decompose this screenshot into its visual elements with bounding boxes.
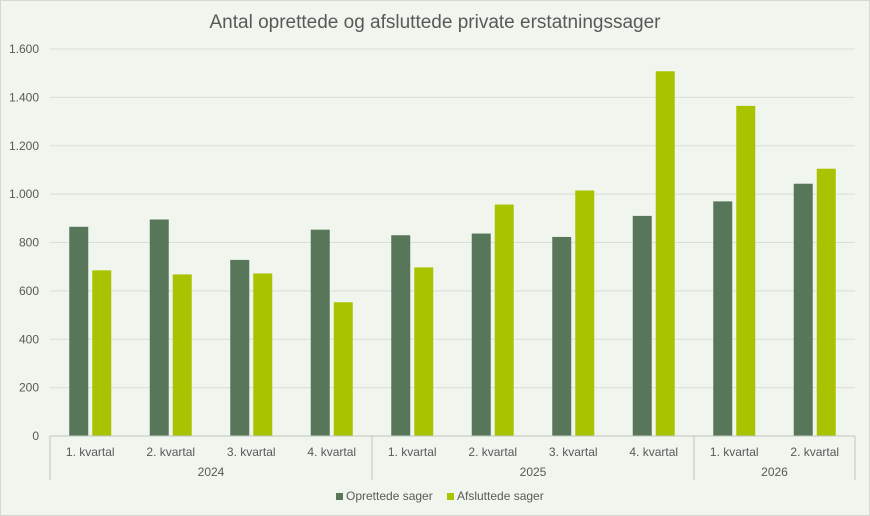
- bar-oprettede: [69, 226, 89, 436]
- x-tick-label: 2. kvartal: [468, 445, 517, 459]
- bar-afsluttede: [655, 71, 675, 436]
- bars: [69, 71, 836, 436]
- bar-oprettede: [713, 201, 733, 436]
- bar-oprettede: [793, 183, 813, 436]
- y-tick-label: 1.600: [9, 42, 39, 56]
- legend-label-afsluttede: Afsluttede sager: [457, 489, 544, 503]
- y-tick-label: 200: [19, 381, 39, 395]
- bar-oprettede: [310, 229, 330, 436]
- legend: Oprettede sager Afsluttede sager: [336, 489, 544, 503]
- legend-label-oprettede: Oprettede sager: [346, 489, 433, 503]
- x-tick-label: 4. kvartal: [307, 445, 356, 459]
- x-tick-label: 3. kvartal: [549, 445, 598, 459]
- bar-oprettede: [149, 219, 169, 436]
- bar-oprettede: [632, 215, 652, 436]
- bar-afsluttede: [253, 273, 273, 436]
- y-tick-label: 1.400: [9, 90, 39, 104]
- x-tick-label: 1. kvartal: [66, 445, 115, 459]
- bar-afsluttede: [736, 105, 756, 436]
- bar-afsluttede: [414, 267, 434, 436]
- group-label: 2025: [520, 465, 547, 479]
- y-tick-label: 600: [19, 284, 39, 298]
- x-tick-label: 1. kvartal: [388, 445, 437, 459]
- axes: 0 200 400 600 800 1.000 1.200 1.400 1.600 1. kvar…: [9, 42, 856, 480]
- bar-afsluttede: [816, 168, 836, 436]
- legend-swatch-afsluttede: [447, 493, 454, 500]
- bar-afsluttede: [575, 190, 595, 436]
- bar-oprettede: [391, 235, 411, 436]
- bar-afsluttede: [172, 274, 192, 436]
- bar-oprettede: [230, 259, 250, 436]
- bar-afsluttede: [494, 204, 514, 436]
- bar-afsluttede: [333, 302, 353, 436]
- x-tick-label: 2. kvartal: [146, 445, 195, 459]
- bar-oprettede: [471, 233, 491, 436]
- bar-oprettede: [552, 236, 572, 436]
- chart-title: Antal oprettede og afsluttede private er…: [209, 12, 661, 33]
- x-tick-label: 2. kvartal: [790, 445, 839, 459]
- legend-swatch-oprettede: [336, 493, 343, 500]
- y-tick-label: 800: [19, 236, 39, 250]
- y-tick-label: 1.200: [9, 139, 39, 153]
- x-tick-label: 3. kvartal: [227, 445, 276, 459]
- y-tick-label: 400: [19, 332, 39, 346]
- y-tick-label: 0: [32, 429, 39, 443]
- y-tick-label: 1.000: [9, 187, 39, 201]
- bar-afsluttede: [92, 270, 112, 436]
- x-tick-label: 4. kvartal: [629, 445, 678, 459]
- gridlines: [50, 48, 855, 389]
- group-label: 2026: [761, 465, 788, 479]
- group-label: 2024: [198, 465, 225, 479]
- x-tick-label: 1. kvartal: [710, 445, 759, 459]
